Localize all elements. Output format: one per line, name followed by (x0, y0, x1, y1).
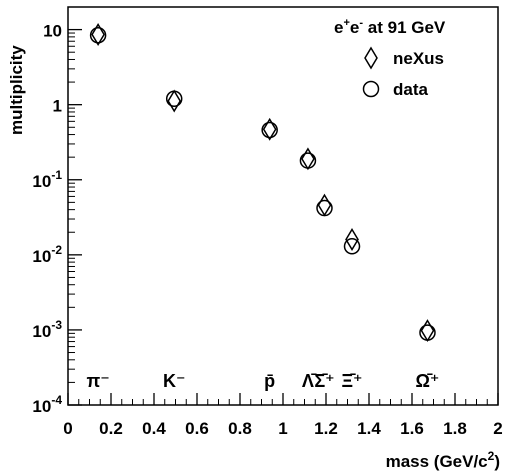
y-tick-label: 10-1 (32, 168, 62, 191)
particle-label: π⁻ (86, 371, 109, 391)
legend: neXus data (362, 46, 444, 99)
x-tick-label: 1.8 (443, 419, 467, 438)
x-tick-label: 0.8 (228, 419, 252, 438)
data-point-data (299, 152, 317, 169)
data-point-data (165, 90, 183, 107)
particle-label: Ξ̄⁺ (341, 371, 362, 391)
x-axis-ticks (67, 393, 499, 405)
x-tick-label: 0 (63, 419, 72, 438)
particle-labels: π⁻ K⁻ p̄ Λ̄ Σ̄⁺ Ξ̄⁺ Ω̄⁺ (86, 371, 439, 391)
data-markers (89, 23, 436, 343)
legend-marker-data (362, 80, 380, 98)
x-axis-tick-labels: 0 0.2 0.4 0.6 0.8 1 1.2 1.4 1.6 1.8 2 (63, 419, 502, 438)
y-axis-tick-labels: 10-4 10-3 10-2 10-1 1 10 (32, 22, 62, 416)
y-tick-label: 10 (43, 22, 62, 41)
data-point-neXus (91, 23, 105, 46)
y-axis-ticks (68, 6, 82, 406)
legend-title: e+e- at 91 GeV (334, 17, 446, 37)
data-point-data (343, 238, 361, 255)
data-point-data (419, 324, 436, 341)
x-tick-label: 1.2 (314, 419, 338, 438)
x-tick-label: 2 (493, 419, 502, 438)
y-tick-label: 10-3 (32, 318, 62, 341)
x-tick-label: 0.6 (185, 419, 209, 438)
x-tick-label: 1.4 (357, 419, 381, 438)
legend-label: neXus (393, 49, 444, 68)
x-tick-label: 1.6 (400, 419, 424, 438)
particle-label: K⁻ (163, 371, 186, 391)
particle-label: p̄ (264, 371, 275, 391)
particle-label: Σ̄⁺ (314, 371, 334, 391)
data-point-data (316, 199, 333, 217)
data-point-data (89, 27, 107, 44)
data-point-neXus (345, 228, 359, 251)
data-point-neXus (167, 89, 182, 113)
y-tick-label: 1 (53, 97, 62, 116)
data-point-data (261, 121, 278, 139)
x-tick-label: 0.4 (142, 419, 166, 438)
y-axis-label: multiplicity (7, 45, 26, 135)
legend-marker-neXus (364, 46, 378, 70)
particle-label: Λ̄ (302, 371, 317, 391)
particle-label: Ω̄⁺ (416, 371, 440, 391)
y-tick-label: 10-2 (32, 243, 62, 266)
legend-label: data (393, 80, 429, 99)
x-axis-label: mass (GeV/c2) (386, 449, 500, 471)
data-point-neXus (262, 117, 277, 141)
y-tick-label: 10-4 (32, 393, 62, 416)
x-tick-label: 1 (278, 419, 287, 438)
x-tick-label: 0.2 (99, 419, 123, 438)
